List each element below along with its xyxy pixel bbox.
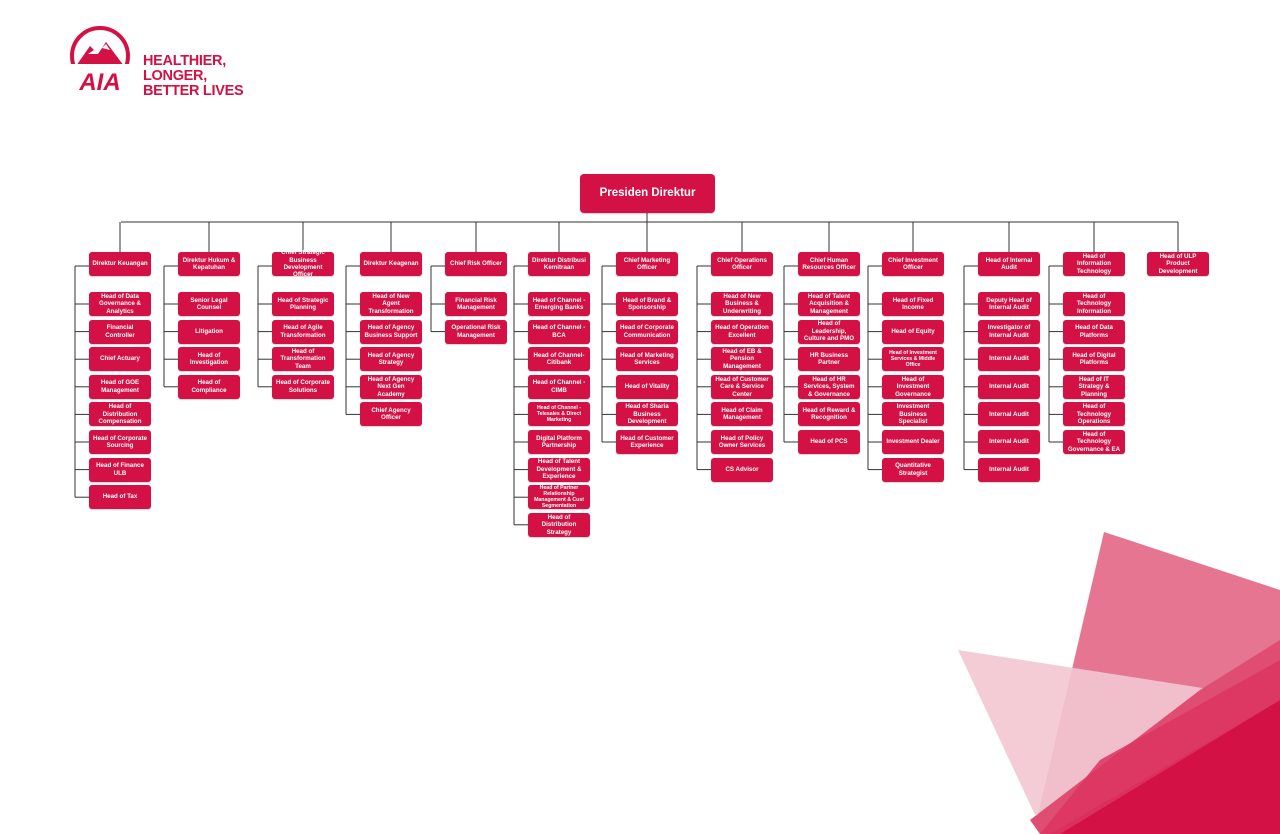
role-box: Head of New Business & Underwriting <box>711 292 773 316</box>
president-box: Presiden Direktur <box>580 174 715 213</box>
role-box: CS Advisor <box>711 457 773 482</box>
role-box: Head of Data Platforms <box>1063 319 1125 344</box>
role-box: Investment Business Specialist <box>882 402 944 427</box>
division-head-box: Chief Operations Officer <box>711 252 773 276</box>
role-box: Digital Platform Partnership <box>528 430 590 454</box>
role-box: Head of Technology Information <box>1063 292 1125 316</box>
role-box: Head of Partner Relationship Management … <box>528 485 590 509</box>
role-box: Head of Technology Operations <box>1063 402 1125 427</box>
role-box: Head of Equity <box>882 319 944 344</box>
role-box: Head of Corporate Communication <box>616 319 678 344</box>
role-box: Head of Agency Strategy <box>360 347 422 372</box>
role-box: Head of Agency Next Gen Academy <box>360 374 422 399</box>
role-box: Internal Audit <box>978 430 1040 454</box>
role-box: Internal Audit <box>978 457 1040 482</box>
role-box: Operational Risk Management <box>445 319 507 344</box>
role-box: Head of Brand & Sponsorship <box>616 292 678 316</box>
role-box: Head of EB & Pension Management <box>711 347 773 372</box>
role-box: Head of Claim Management <box>711 402 773 427</box>
tagline-line-1: HEALTHIER, LONGER, <box>143 53 226 84</box>
role-box: Head of Tax <box>89 485 151 510</box>
role-box: Internal Audit <box>978 402 1040 427</box>
role-box: Head of Digital Platforms <box>1063 347 1125 372</box>
role-box: Head of Agile Transformation <box>272 319 334 344</box>
role-box: Head of Fixed Income <box>882 292 944 316</box>
role-box: Head of Finance ULB <box>89 457 151 482</box>
role-box: Head of Customer Care & Service Center <box>711 374 773 399</box>
division-head-box: Direktur Keagenan <box>360 252 422 276</box>
role-box: Internal Audit <box>978 374 1040 399</box>
role-box: Quantitative Strategist <box>882 457 944 482</box>
logo-text: AIA <box>78 69 120 96</box>
division-head-box: Head of Information Technology <box>1063 252 1125 276</box>
role-box: Head of IT Strategy & Planning <box>1063 374 1125 399</box>
role-box: Investment Dealer <box>882 430 944 454</box>
role-box: Head of Marketing Services <box>616 347 678 372</box>
role-box: Head of Transformation Team <box>272 347 334 372</box>
role-box: Head of HR Services, System & Governance <box>798 374 860 399</box>
division-head-box: Chief Strategic Business Development Off… <box>272 249 334 278</box>
role-box: Head of Investment Services & Middle Off… <box>882 347 944 372</box>
role-box: Head of Leadership, Culture and PMO <box>798 319 860 344</box>
division-head-box: Head of ULP Product Development <box>1147 252 1209 276</box>
role-box: Litigation <box>178 319 240 344</box>
division-head-box: Chief Risk Officer <box>445 252 507 276</box>
division-head-box: Chief Human Resources Officer <box>798 252 860 276</box>
role-box: Head of Channel - BCA <box>528 319 590 344</box>
role-box: Head of Policy Owner Services <box>711 430 773 454</box>
role-box: Head of Channel - Emerging Banks <box>528 292 590 316</box>
role-box: Head of Distribution Strategy <box>528 512 590 537</box>
role-box: Head of Customer Experience <box>616 430 678 454</box>
division-head-box: Direktur Keuangan <box>89 252 151 276</box>
role-box: Head of Data Governance & Analytics <box>89 292 151 316</box>
role-box: Deputy Head of Internal Audit <box>978 292 1040 316</box>
role-box: Chief Actuary <box>89 347 151 372</box>
role-box: Head of GOE Management <box>89 374 151 399</box>
role-box: Head of Technology Governance & EA <box>1063 430 1125 454</box>
role-box: Head of Compliance <box>178 374 240 399</box>
role-box: Head of Vitality <box>616 374 678 399</box>
role-box: Head of New Agent Transformation <box>360 292 422 316</box>
role-box: Head of Agency Business Support <box>360 319 422 344</box>
role-box: Head of Corporate Solutions <box>272 374 334 399</box>
division-head-box: Direktur Distribusi Kemitraan <box>528 252 590 276</box>
role-box: Head of Operation Excellent <box>711 319 773 344</box>
role-box: Senior Legal Counsel <box>178 292 240 316</box>
role-box: Head of Strategic Planning <box>272 292 334 316</box>
role-box: Head of Investment Governance <box>882 374 944 399</box>
decorative-triangles <box>958 532 1280 834</box>
role-box: Head of Talent Development & Experience <box>528 457 590 482</box>
role-box: Investigator of Internal Audit <box>978 319 1040 344</box>
role-box: HR Business Partner <box>798 347 860 372</box>
division-head-box: Chief Investment Officer <box>882 252 944 276</box>
tagline: HEALTHIER, LONGER, BETTER LIVES <box>143 54 283 99</box>
role-box: Head of Talent Acquisition & Management <box>798 292 860 316</box>
aia-logo-icon: AIA <box>70 26 134 96</box>
role-box: Financial Controller <box>89 319 151 344</box>
division-head-box: Chief Marketing Officer <box>616 252 678 276</box>
role-box: Head of Distribution Compensation <box>89 402 151 427</box>
division-head-box: Head of Internal Audit <box>978 252 1040 276</box>
role-box: Chief Agency Officer <box>360 402 422 427</box>
tagline-line-2: BETTER LIVES <box>143 83 244 99</box>
role-box: Head of Channel - CIMB <box>528 374 590 399</box>
role-box: Financial Risk Management <box>445 292 507 316</box>
role-box: Internal Audit <box>978 347 1040 372</box>
role-box: Head of Channel - Telesales & Direct Mar… <box>528 402 590 427</box>
role-box: Head of Channel-Citibank <box>528 347 590 372</box>
division-head-box: Direktur Hukum & Kepatuhan <box>178 252 240 276</box>
role-box: Head of Corporate Sourcing <box>89 430 151 454</box>
role-box: Head of PCS <box>798 430 860 454</box>
aia-logo: AIA <box>68 24 268 96</box>
role-box: Head of Reward & Recognition <box>798 402 860 427</box>
role-box: Head of Investigation <box>178 347 240 372</box>
role-box: Head of Sharia Business Development <box>616 402 678 427</box>
